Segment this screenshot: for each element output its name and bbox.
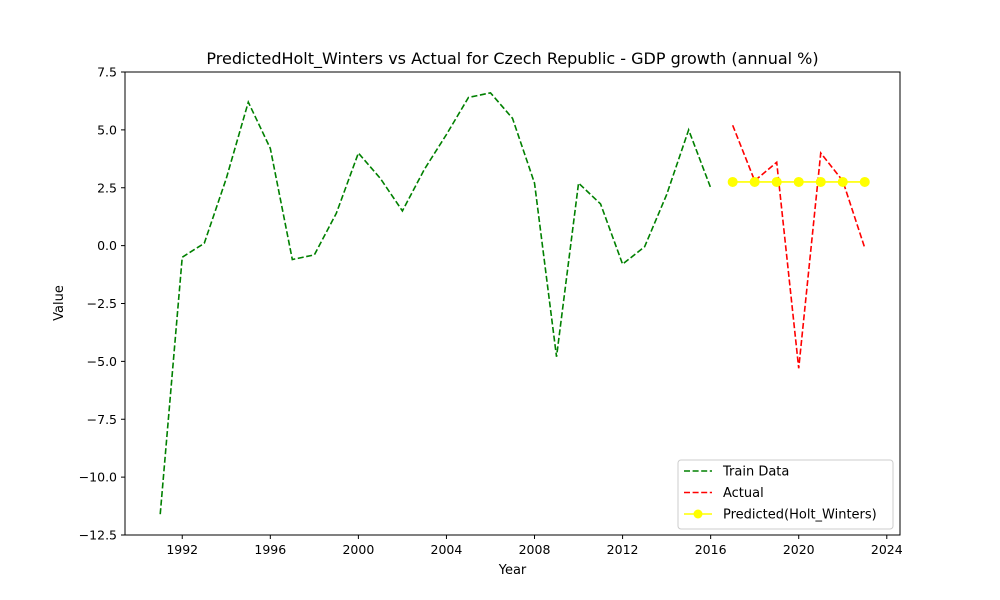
chart-title: PredictedHolt_Winters vs Actual for Czec… — [206, 49, 818, 69]
x-tick-label: 2020 — [783, 542, 815, 557]
series-point-predicted-holt-winters — [749, 176, 760, 187]
legend-label: Train Data — [722, 465, 789, 480]
y-tick-label: 7.5 — [97, 65, 117, 80]
y-tick-label: 2.5 — [97, 180, 117, 195]
series-line-train-data — [159, 91, 712, 515]
y-tick-label: 5.0 — [97, 122, 117, 137]
y-tick-label: −10.0 — [79, 470, 117, 485]
legend-box — [677, 459, 894, 530]
x-axis-label: Year — [498, 563, 527, 578]
series-point-predicted-holt-winters — [793, 176, 804, 187]
x-tick-label: 2024 — [871, 542, 903, 557]
x-tick-label: 1992 — [166, 542, 198, 557]
x-axis: 1992 1996 2000 2004 2008 2012 2016 2020 2024 — [166, 535, 903, 557]
series-point-predicted-holt-winters — [859, 176, 870, 187]
x-tick-label: 2008 — [519, 542, 551, 557]
y-tick-label: −5.0 — [87, 354, 117, 369]
legend: Train Data Actual Predicted(Holt_Winters) — [677, 459, 894, 530]
y-axis: −12.5 −10.0 −7.5 −5.0 −2.5 0.0 2.5 5.0 7.5 — [79, 65, 125, 543]
plot-frame — [124, 71, 901, 536]
legend-marker — [693, 509, 703, 519]
x-tick-label: 1996 — [254, 542, 286, 557]
x-tick-label: 2000 — [342, 542, 374, 557]
series-layer — [159, 91, 870, 515]
series-point-predicted-holt-winters — [815, 176, 826, 187]
x-tick-label: 2004 — [431, 542, 463, 557]
legend-label: Predicted(Holt_Winters) — [723, 508, 877, 523]
legend-label: Actual — [723, 486, 764, 501]
y-tick-label: −2.5 — [87, 296, 117, 311]
plot-area — [124, 71, 901, 536]
series-point-predicted-holt-winters — [727, 176, 738, 187]
series-point-predicted-holt-winters — [771, 176, 782, 187]
y-tick-label: −12.5 — [79, 528, 117, 543]
y-tick-label: 0.0 — [97, 238, 117, 253]
y-axis-label: Value — [52, 285, 67, 321]
x-tick-label: 2012 — [607, 542, 639, 557]
series-point-predicted-holt-winters — [837, 176, 848, 187]
x-tick-label: 2016 — [695, 542, 727, 557]
y-tick-label: −7.5 — [87, 412, 117, 427]
